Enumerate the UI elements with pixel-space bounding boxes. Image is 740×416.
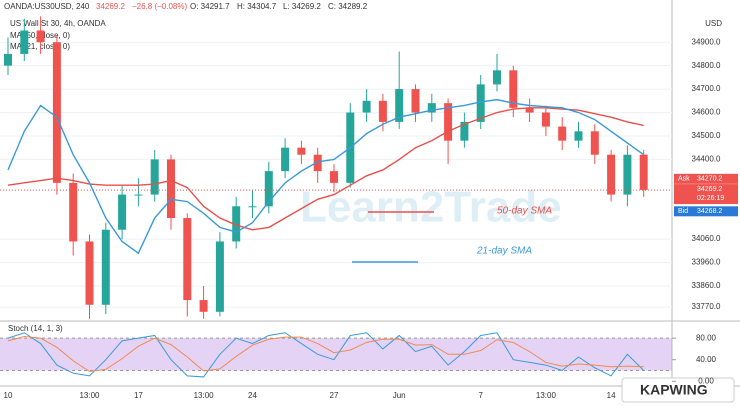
- stoch-line: [7, 332, 645, 378]
- candle-body: [20, 30, 29, 54]
- candle-body: [215, 241, 224, 312]
- annotation: 50-day SMA: [497, 206, 552, 217]
- candle-body: [248, 206, 257, 208]
- candle-body: [590, 131, 599, 155]
- ma-line: [7, 107, 644, 231]
- candle-body: [183, 218, 192, 301]
- x-tick-label: 13:00: [194, 391, 215, 400]
- x-tick-label: 13:00: [79, 391, 100, 400]
- y-tick-label: 34900.0: [692, 37, 721, 46]
- candle-body: [313, 154, 322, 172]
- countdown: 02:26:19: [697, 195, 724, 202]
- last-price: 34269.2: [96, 2, 125, 11]
- candle-body: [69, 182, 78, 242]
- candle-body: [150, 159, 159, 195]
- stoch-tick-label: 0.00: [698, 376, 714, 385]
- badge: KAPWING: [640, 382, 708, 398]
- candle-body: [476, 84, 485, 122]
- y-tick-label: 34400.0: [692, 155, 721, 164]
- symbol: OANDA:US30USD, 240: [4, 2, 90, 11]
- x-tick-label: 24: [248, 391, 257, 400]
- last-value: 34269.2: [697, 186, 722, 193]
- candle-body: [395, 89, 404, 122]
- candle-body: [541, 112, 550, 127]
- annotation: 21-day SMA: [476, 246, 532, 257]
- candle-body: [281, 147, 290, 172]
- stoch-tick-label: 80.00: [696, 333, 717, 342]
- candle-body: [101, 229, 110, 305]
- currency: USD: [705, 19, 722, 28]
- candle-body: [52, 42, 61, 183]
- candle-body: [134, 194, 143, 196]
- y-tick-label: 34500.0: [692, 131, 721, 140]
- stoch-tick-label: 40.00: [696, 355, 717, 364]
- candle-body: [36, 30, 45, 43]
- x-tick-label: 27: [330, 391, 339, 400]
- candle-body: [558, 126, 567, 141]
- y-tick-label: 33770.0: [692, 302, 721, 311]
- last-box: [674, 184, 738, 205]
- candle-body: [460, 121, 469, 141]
- candle-body: [411, 89, 420, 113]
- candle-body: [362, 100, 371, 113]
- ma-line: [7, 98, 645, 255]
- close: C: 34289.2: [328, 2, 368, 11]
- y-tick-label: 34060.0: [692, 234, 721, 243]
- candle-body: [264, 171, 273, 207]
- change: −26.8 (−0.08%): [132, 2, 187, 11]
- y-tick-label: 34800.0: [692, 61, 721, 70]
- bid-label: Bid: [678, 208, 688, 215]
- badge-box: [621, 377, 735, 403]
- candle-body: [199, 300, 208, 312]
- ask-box: [674, 173, 738, 184]
- candle-body: [639, 154, 648, 190]
- candle-body: [574, 131, 583, 141]
- candle-body: [525, 107, 534, 113]
- candle-body: [118, 194, 127, 230]
- stoch-title: Stoch (14, 1, 3): [8, 324, 63, 333]
- x-tick-label: 17: [134, 391, 143, 400]
- y-tick-label: 33960.0: [692, 258, 721, 267]
- stoch-band: [0, 338, 672, 371]
- bid-value: 34268.2: [697, 208, 722, 215]
- x-tick-label: 13:00: [536, 391, 557, 400]
- candle-body: [378, 100, 387, 122]
- ask-value: 34270.2: [697, 176, 722, 183]
- candle-body: [330, 171, 338, 183]
- instrument: US Wall St 30, 4h, OANDA: [10, 19, 106, 28]
- candle-body: [297, 147, 306, 155]
- watermark: Learn2Trade: [300, 183, 562, 232]
- y-tick-label: 34600.0: [692, 108, 721, 117]
- x-tick-label: 10: [4, 391, 13, 400]
- x-tick-label: 14: [607, 391, 616, 400]
- candle-body: [607, 154, 616, 195]
- candle-body: [444, 103, 453, 141]
- y-tick-label: 33860.0: [692, 281, 721, 290]
- candle-body: [427, 103, 436, 113]
- candle-body: [232, 206, 241, 242]
- high: H: 34304.7: [237, 2, 277, 11]
- candle-body: [85, 241, 94, 305]
- open: O: 34291.7: [190, 2, 230, 11]
- low: L: 34269.2: [283, 2, 321, 11]
- candle-body: [509, 70, 518, 108]
- stoch-line: [7, 336, 644, 373]
- bid-box: [674, 206, 738, 217]
- candle-body: [493, 70, 501, 85]
- x-tick-label: Jun: [393, 391, 406, 400]
- y-tick-label: 34700.0: [692, 84, 721, 93]
- ask-label: Ask: [678, 176, 690, 183]
- candle-body: [167, 159, 175, 219]
- candle-body: [623, 154, 632, 195]
- x-tick-label: 7: [478, 391, 483, 400]
- candle-body: [4, 53, 12, 66]
